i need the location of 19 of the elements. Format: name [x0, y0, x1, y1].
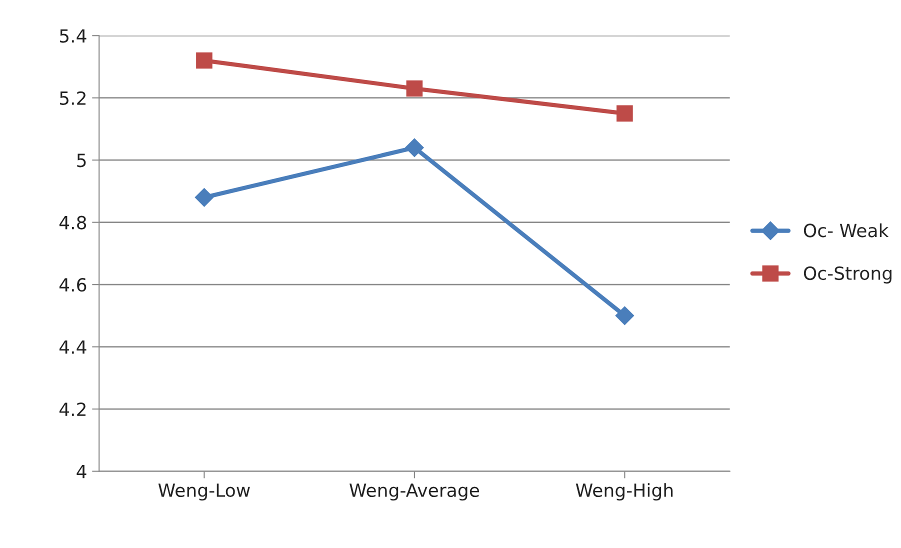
y-tick-label: 5 [77, 154, 86, 168]
y-tick-label: 4.4 [59, 340, 86, 354]
y-tick-label: 4.2 [59, 402, 86, 416]
point [194, 188, 214, 207]
legend-label: Oc-Strong [804, 266, 892, 284]
point [405, 138, 424, 158]
y-tick-label: 4.8 [59, 216, 86, 230]
y-tick-label: 4.6 [59, 278, 86, 292]
point [196, 52, 212, 69]
y-tick-label: 4 [76, 464, 86, 478]
x-tick-label: Weng-Low [158, 484, 250, 501]
y-tick-label: 5.4 [60, 29, 86, 43]
x-tick-label: Weng-Average [350, 484, 480, 501]
point [406, 80, 423, 97]
legend-label: Oc- Weak [804, 223, 889, 238]
x-tick-label: Weng-High [576, 483, 673, 501]
point [616, 105, 633, 122]
y-tick-label: 5.2 [60, 91, 86, 105]
point [615, 306, 634, 326]
